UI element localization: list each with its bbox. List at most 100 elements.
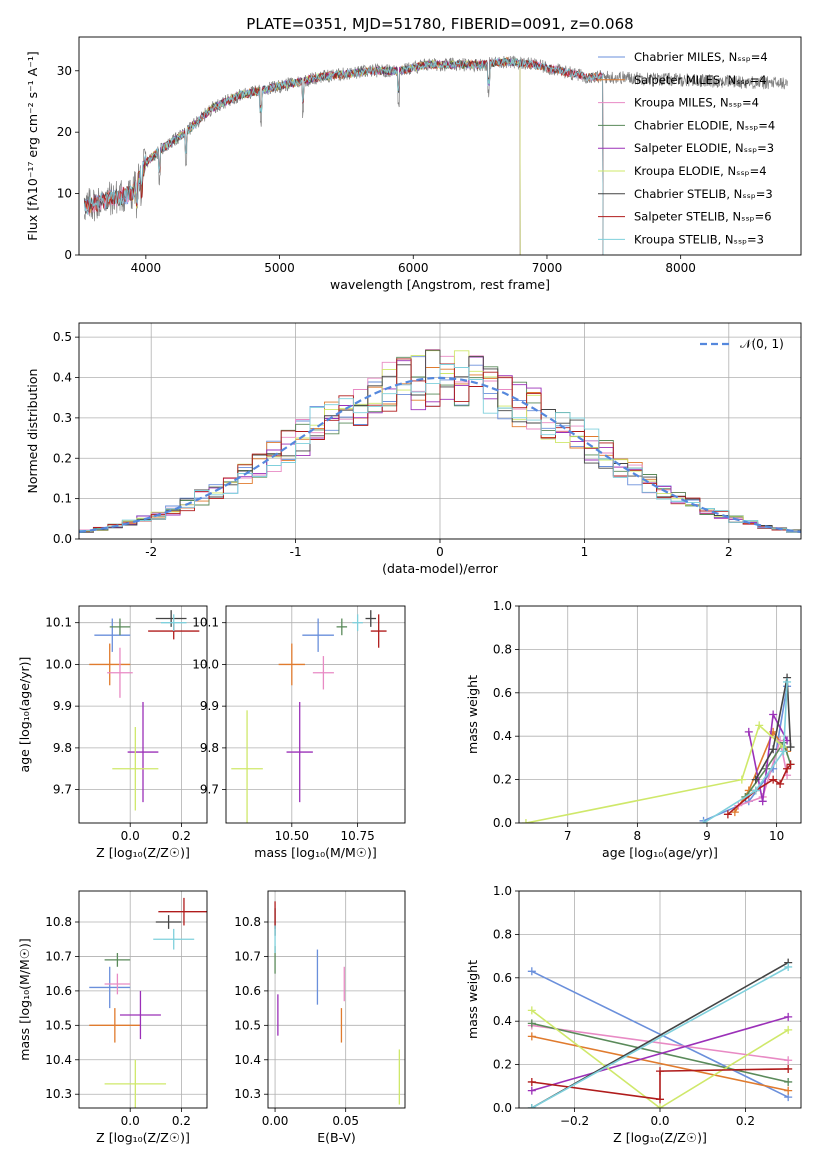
x-axis-label: mass [log₁₀(M/M☉)] bbox=[254, 845, 376, 860]
y-tick-label: 10.3 bbox=[45, 1087, 72, 1101]
y-tick-label: 10.7 bbox=[234, 949, 261, 963]
y-tick-label: 0.0 bbox=[493, 816, 512, 830]
legend-entry: Salpeter ELODIE, Nₛₛₚ=3 bbox=[634, 141, 774, 155]
x-tick-label: 4000 bbox=[131, 261, 162, 275]
mass-weight-line-8 bbox=[703, 681, 788, 823]
x-axis-label: Z [log₁₀(Z/Z☉)] bbox=[613, 1130, 707, 1145]
errorbar-point bbox=[104, 953, 131, 967]
x-tick-label: -1 bbox=[290, 545, 302, 559]
legend-entry: Salpeter MILES, Nₛₛₚ=4 bbox=[634, 73, 767, 87]
ticks: 10.50 10.75 9.7 9.8 9.9 10.0 10.1 bbox=[192, 616, 375, 843]
plus-marker bbox=[527, 1086, 536, 1095]
x-axis-label: Z [log₁₀(Z/Z☉)] bbox=[96, 845, 190, 860]
ticks: 7 8 9 10 0.0 0.2 0.4 0.6 0.8 1.0 bbox=[493, 599, 784, 843]
x-tick-label: 7 bbox=[564, 829, 572, 843]
y-tick-label: 9.7 bbox=[53, 783, 72, 797]
plot-area bbox=[519, 891, 801, 1108]
errorbar-point bbox=[336, 618, 348, 636]
errorbar-point bbox=[370, 614, 387, 648]
y-tick-label: 0.2 bbox=[53, 451, 72, 465]
plus-marker bbox=[784, 1077, 793, 1086]
mass-weight-line-8 bbox=[531, 966, 789, 1108]
legend: 𝒩(0, 1) bbox=[700, 337, 784, 351]
legend-entry: Chabrier STELIB, Nₛₛₚ=3 bbox=[634, 187, 773, 201]
plus-marker bbox=[751, 786, 760, 795]
x-tick-label: 0.0 bbox=[650, 1114, 669, 1128]
legend-entry: Chabrier ELODIE, Nₛₛₚ=4 bbox=[634, 118, 775, 132]
legend-entry: Chabrier MILES, Nₛₛₚ=4 bbox=[634, 50, 768, 64]
errorbar-point bbox=[107, 647, 133, 698]
plot-area bbox=[79, 891, 207, 1108]
errorbar-point bbox=[278, 643, 305, 686]
plus-marker bbox=[784, 1025, 793, 1034]
plus-marker bbox=[783, 764, 792, 773]
errorbar-point bbox=[89, 1008, 141, 1043]
plus-marker bbox=[723, 810, 732, 819]
mass-weight-line-1 bbox=[531, 1035, 789, 1092]
y-axis-label: age [log₁₀(age/yr)] bbox=[17, 657, 32, 773]
legend-entry: Kroupa STELIB, Nₛₛₚ=3 bbox=[634, 232, 764, 246]
plus-marker bbox=[656, 1104, 664, 1108]
y-tick-label: 0.6 bbox=[493, 686, 512, 700]
y-tick-label: 10.4 bbox=[234, 1053, 261, 1067]
plus-marker bbox=[769, 745, 778, 754]
axes-frame bbox=[78, 605, 208, 824]
x-tick-label: 8 bbox=[634, 829, 642, 843]
model-line-3 bbox=[132, 57, 521, 255]
errorbar-point bbox=[112, 727, 159, 811]
legend-entry: Kroupa ELODIE, Nₛₛₚ=4 bbox=[634, 164, 767, 178]
x-tick-label: 1 bbox=[581, 545, 589, 559]
plus-marker bbox=[769, 710, 778, 719]
ticks: 0.0 0.2 10.3 10.4 10.5 10.6 10.7 10.8 bbox=[45, 915, 191, 1128]
y-axis-label: Normed distribution bbox=[25, 369, 40, 494]
y-tick-label: 10.8 bbox=[45, 915, 72, 929]
plus-marker bbox=[521, 819, 530, 823]
plus-marker bbox=[755, 721, 764, 730]
plus-marker bbox=[527, 1006, 536, 1015]
x-axis-label: (data-model)/error bbox=[382, 561, 499, 576]
y-tick-label: 0.6 bbox=[493, 971, 512, 985]
mass-weight-line-3 bbox=[531, 1022, 789, 1083]
y-tick-label: 10 bbox=[57, 187, 72, 201]
axes-frame bbox=[78, 890, 208, 1109]
y-tick-label: 0.5 bbox=[53, 330, 72, 344]
y-tick-label: 0.2 bbox=[493, 773, 512, 787]
model-line-8 bbox=[83, 57, 604, 255]
x-tick-label: 10 bbox=[769, 829, 784, 843]
x-tick-label: 0.2 bbox=[172, 829, 191, 843]
ticks: 0.0 0.2 9.7 9.8 9.9 10.0 10.1 bbox=[45, 616, 191, 843]
panel-spectrum: 4000 5000 6000 7000 8000 0 10 20 30 wavelength [A… bbox=[25, 15, 802, 292]
axes-frame bbox=[518, 890, 802, 1109]
errorbar-point bbox=[286, 701, 313, 803]
chart-title: PLATE=0351, MJD=51780, FIBERID=0091, z=0… bbox=[246, 15, 633, 33]
plus-marker bbox=[784, 1064, 793, 1073]
x-tick-label: 10.75 bbox=[340, 829, 374, 843]
plus-marker bbox=[527, 1104, 536, 1108]
axes-frame bbox=[518, 605, 802, 824]
mass-weight-line-5 bbox=[531, 1009, 789, 1108]
y-tick-label: 9.8 bbox=[200, 741, 219, 755]
plot-area bbox=[268, 891, 405, 1108]
model-line-5 bbox=[132, 58, 521, 255]
mass-weight-line-5 bbox=[525, 723, 785, 823]
ticks: 0.00 0.05 10.3 10.4 10.5 10.6 10.7 10.8 bbox=[234, 915, 359, 1128]
errorbar-point bbox=[155, 915, 182, 929]
y-tick-label: 0.0 bbox=[493, 1101, 512, 1115]
y-tick-label: 9.7 bbox=[200, 783, 219, 797]
y-tick-label: 0 bbox=[64, 248, 72, 262]
x-tick-label: 0.05 bbox=[332, 1114, 359, 1128]
mass-weight-line-7 bbox=[531, 1068, 789, 1101]
y-tick-label: 0.1 bbox=[53, 492, 72, 506]
errorbar-point bbox=[302, 618, 334, 652]
errorbar-point bbox=[160, 614, 187, 632]
errorbar-point bbox=[94, 618, 131, 652]
errorbar-point bbox=[155, 610, 187, 627]
plus-marker bbox=[737, 775, 746, 784]
errorbar-point bbox=[109, 618, 131, 636]
y-axis-label: mass weight bbox=[465, 675, 480, 754]
x-axis-label: E(B-V) bbox=[317, 1130, 356, 1145]
errorbar-point bbox=[119, 990, 161, 1040]
model-line-2 bbox=[83, 58, 604, 255]
plus-marker bbox=[751, 775, 760, 784]
y-tick-label: 10.8 bbox=[234, 915, 261, 929]
